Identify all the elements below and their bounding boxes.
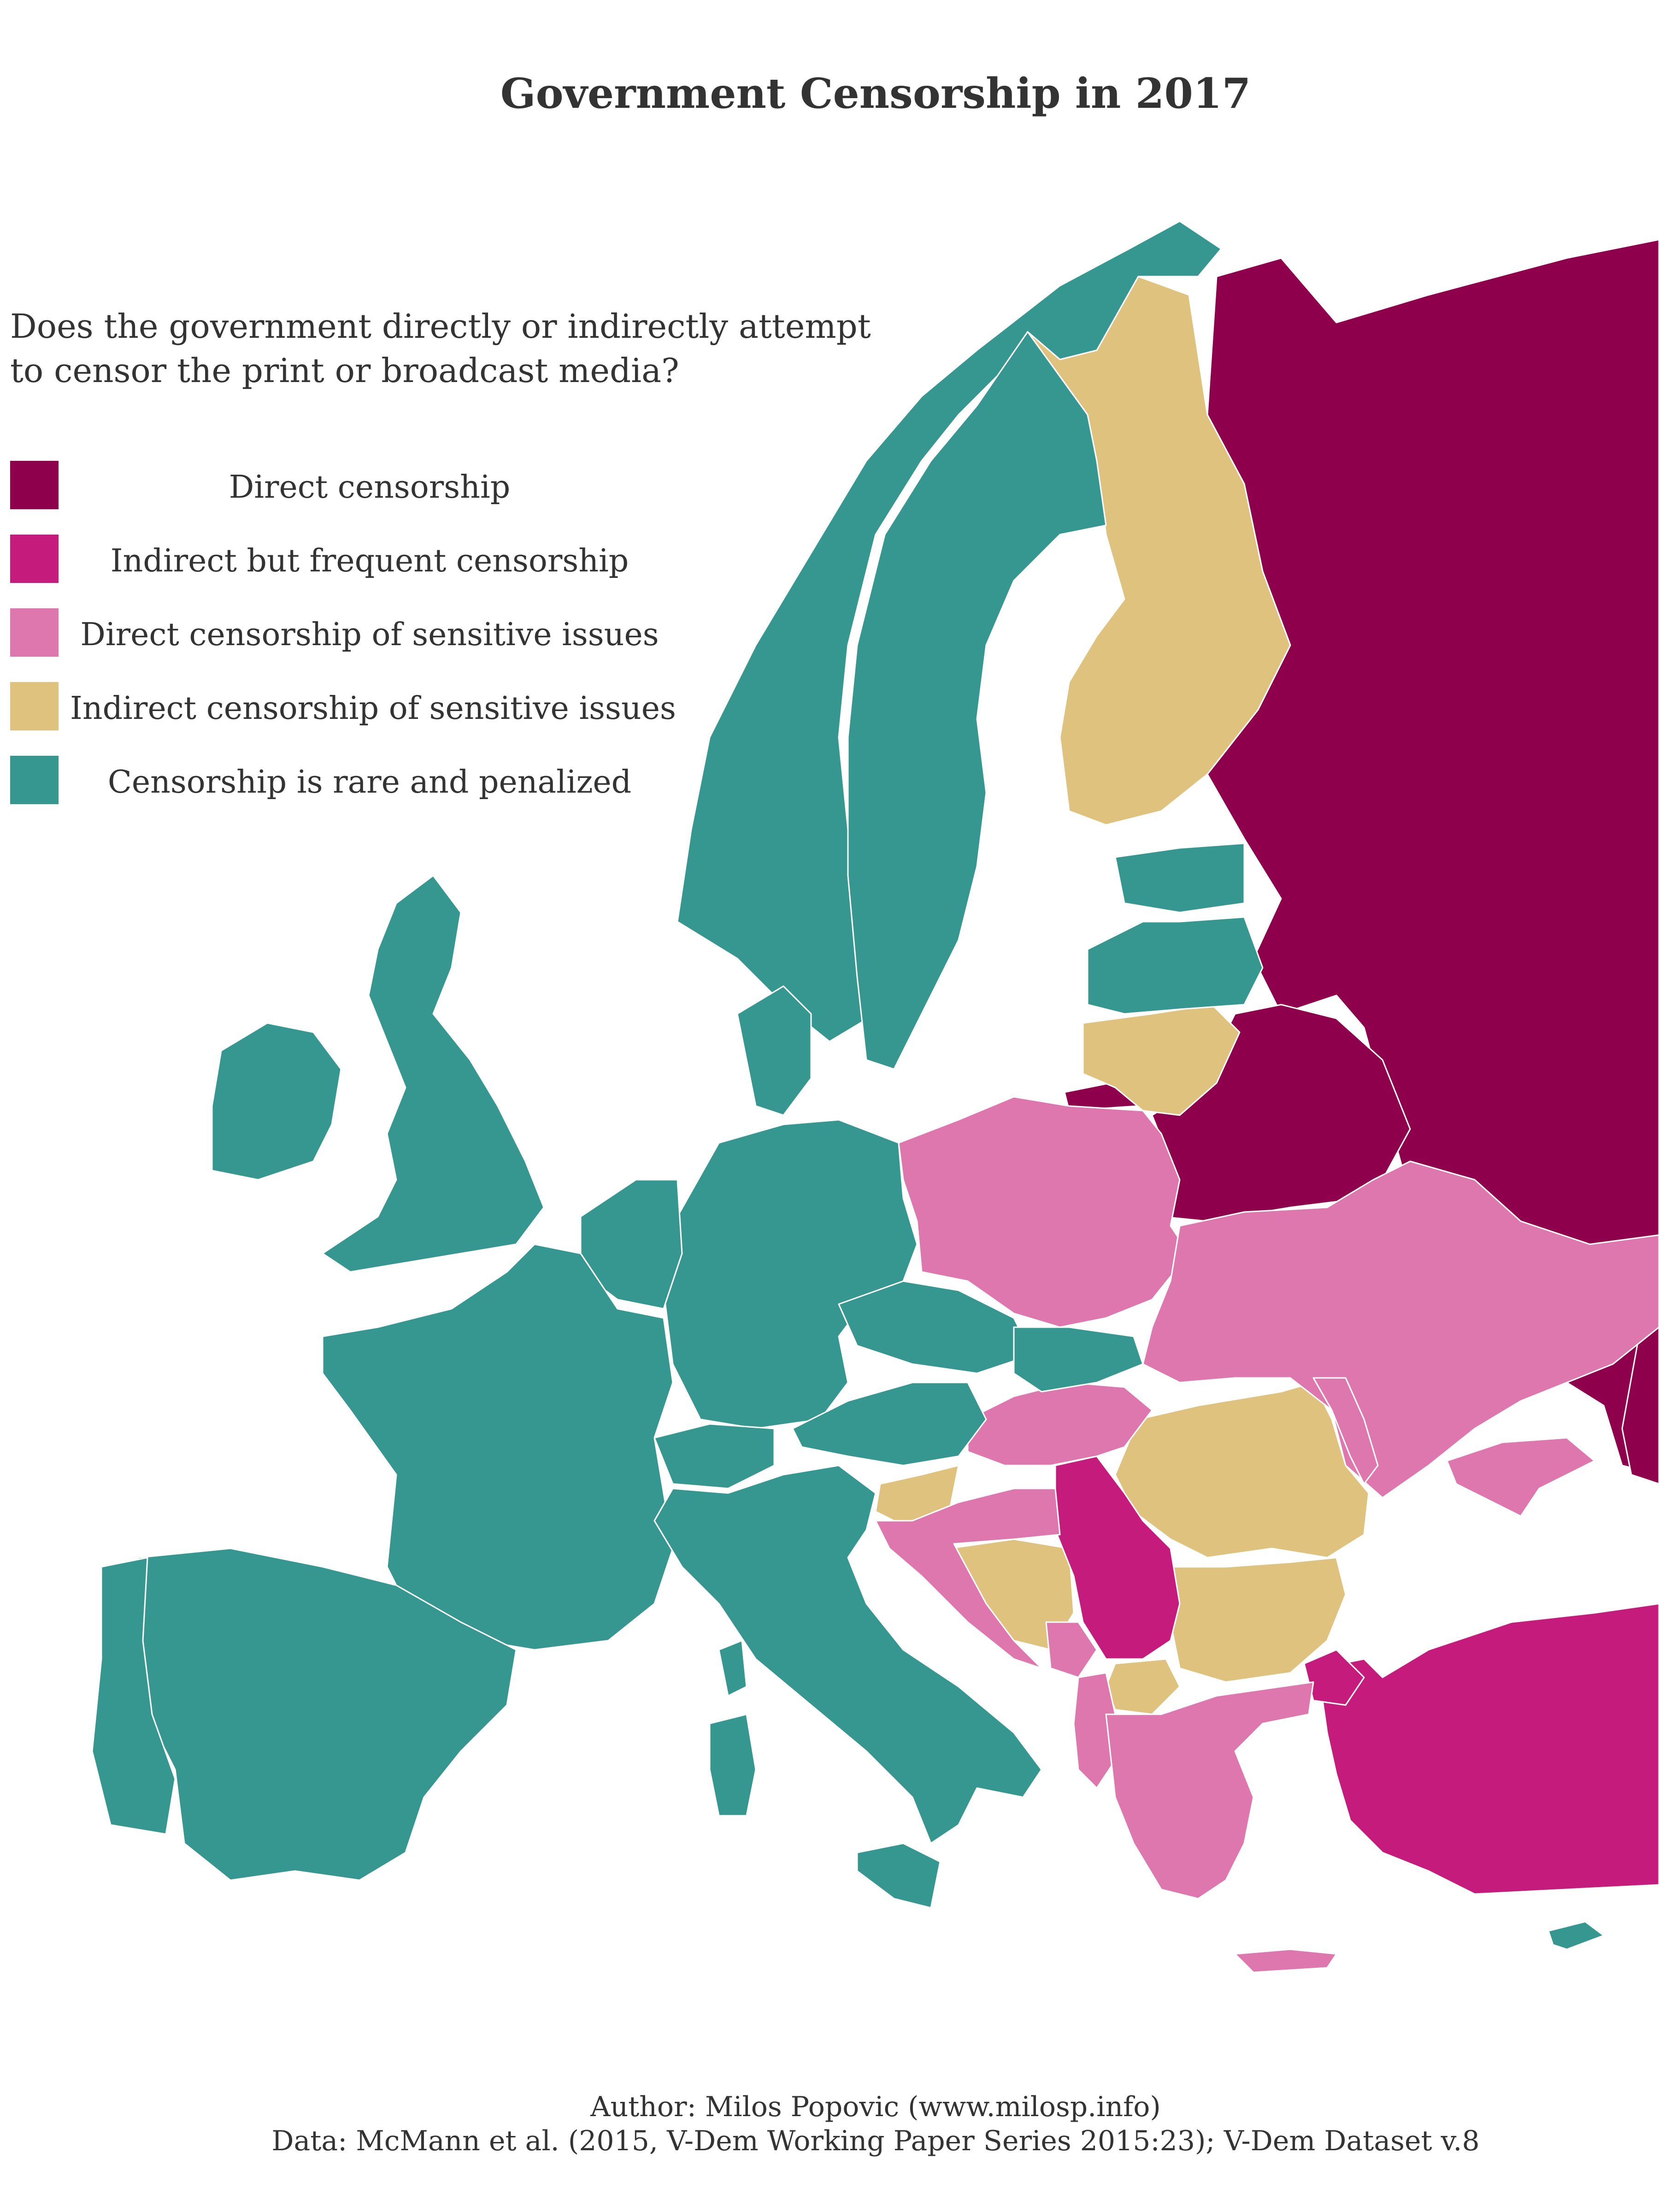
region-ukraine bbox=[1142, 1160, 1659, 1499]
region-latvia bbox=[1087, 916, 1264, 1015]
credits-author: Author: Milos Popovic (www.milosp.info) bbox=[590, 2091, 1161, 2123]
legend-question-line-1: Does the government directly or indirect… bbox=[10, 307, 871, 346]
region-switzerland bbox=[653, 1423, 775, 1489]
region-austria bbox=[792, 1382, 987, 1466]
region-slovakia bbox=[1013, 1326, 1144, 1393]
legend-swatch bbox=[10, 461, 59, 509]
legend-question-line-2: to censor the print or broadcast media? bbox=[10, 351, 679, 390]
region-corsica bbox=[718, 1640, 747, 1697]
legend-label: Direct censorship bbox=[229, 469, 511, 506]
region-croatia bbox=[875, 1488, 1061, 1669]
region-sardinia bbox=[709, 1713, 757, 1817]
region-italy bbox=[653, 1465, 1042, 1844]
region-romania bbox=[1114, 1382, 1370, 1559]
region-finland bbox=[1027, 276, 1291, 826]
legend-swatch bbox=[10, 756, 59, 804]
region-montenegro bbox=[1045, 1621, 1098, 1678]
legend-swatch bbox=[10, 682, 59, 730]
region-denmark bbox=[736, 985, 812, 1116]
region-spain bbox=[137, 1547, 517, 1881]
region-sweden bbox=[847, 331, 1107, 1070]
legend-label: Indirect but frequent censorship bbox=[110, 543, 629, 579]
region-poland bbox=[898, 1096, 1190, 1328]
region-germany bbox=[663, 1119, 918, 1430]
region-great-britain bbox=[322, 875, 545, 1273]
region-north-macedonia bbox=[1105, 1658, 1181, 1715]
region-greece bbox=[1105, 1681, 1314, 1900]
credits-data-source: Data: McMann et al. (2015, V-Dem Working… bbox=[271, 2125, 1480, 2157]
region-albania bbox=[1073, 1672, 1116, 1789]
credits: Author: Milos Popovic (www.milosp.info) … bbox=[0, 2090, 1659, 2158]
region-bulgaria bbox=[1170, 1557, 1347, 1683]
legend-label: Censorship is rare and penalized bbox=[107, 764, 632, 800]
page-title: Government Censorship in 2017 bbox=[500, 69, 1251, 118]
region-turkey bbox=[1317, 1603, 1659, 1895]
region-ireland bbox=[211, 1022, 342, 1181]
region-crete bbox=[1234, 1948, 1337, 1973]
region-serbia bbox=[1054, 1455, 1181, 1660]
region-crimea bbox=[1446, 1437, 1595, 1517]
region-portugal bbox=[91, 1557, 176, 1835]
legend-label: Indirect censorship of sensitive issues bbox=[70, 690, 676, 727]
legend-question: Does the government directly or indirect… bbox=[10, 304, 871, 393]
region-sicily bbox=[856, 1842, 941, 1909]
region-cyprus bbox=[1547, 1921, 1605, 1950]
legend-label: Direct censorship of sensitive issues bbox=[80, 617, 659, 653]
legend-swatch bbox=[10, 535, 59, 583]
region-moldova bbox=[1312, 1377, 1379, 1485]
legend-swatch bbox=[10, 608, 59, 657]
region-estonia bbox=[1114, 842, 1245, 913]
